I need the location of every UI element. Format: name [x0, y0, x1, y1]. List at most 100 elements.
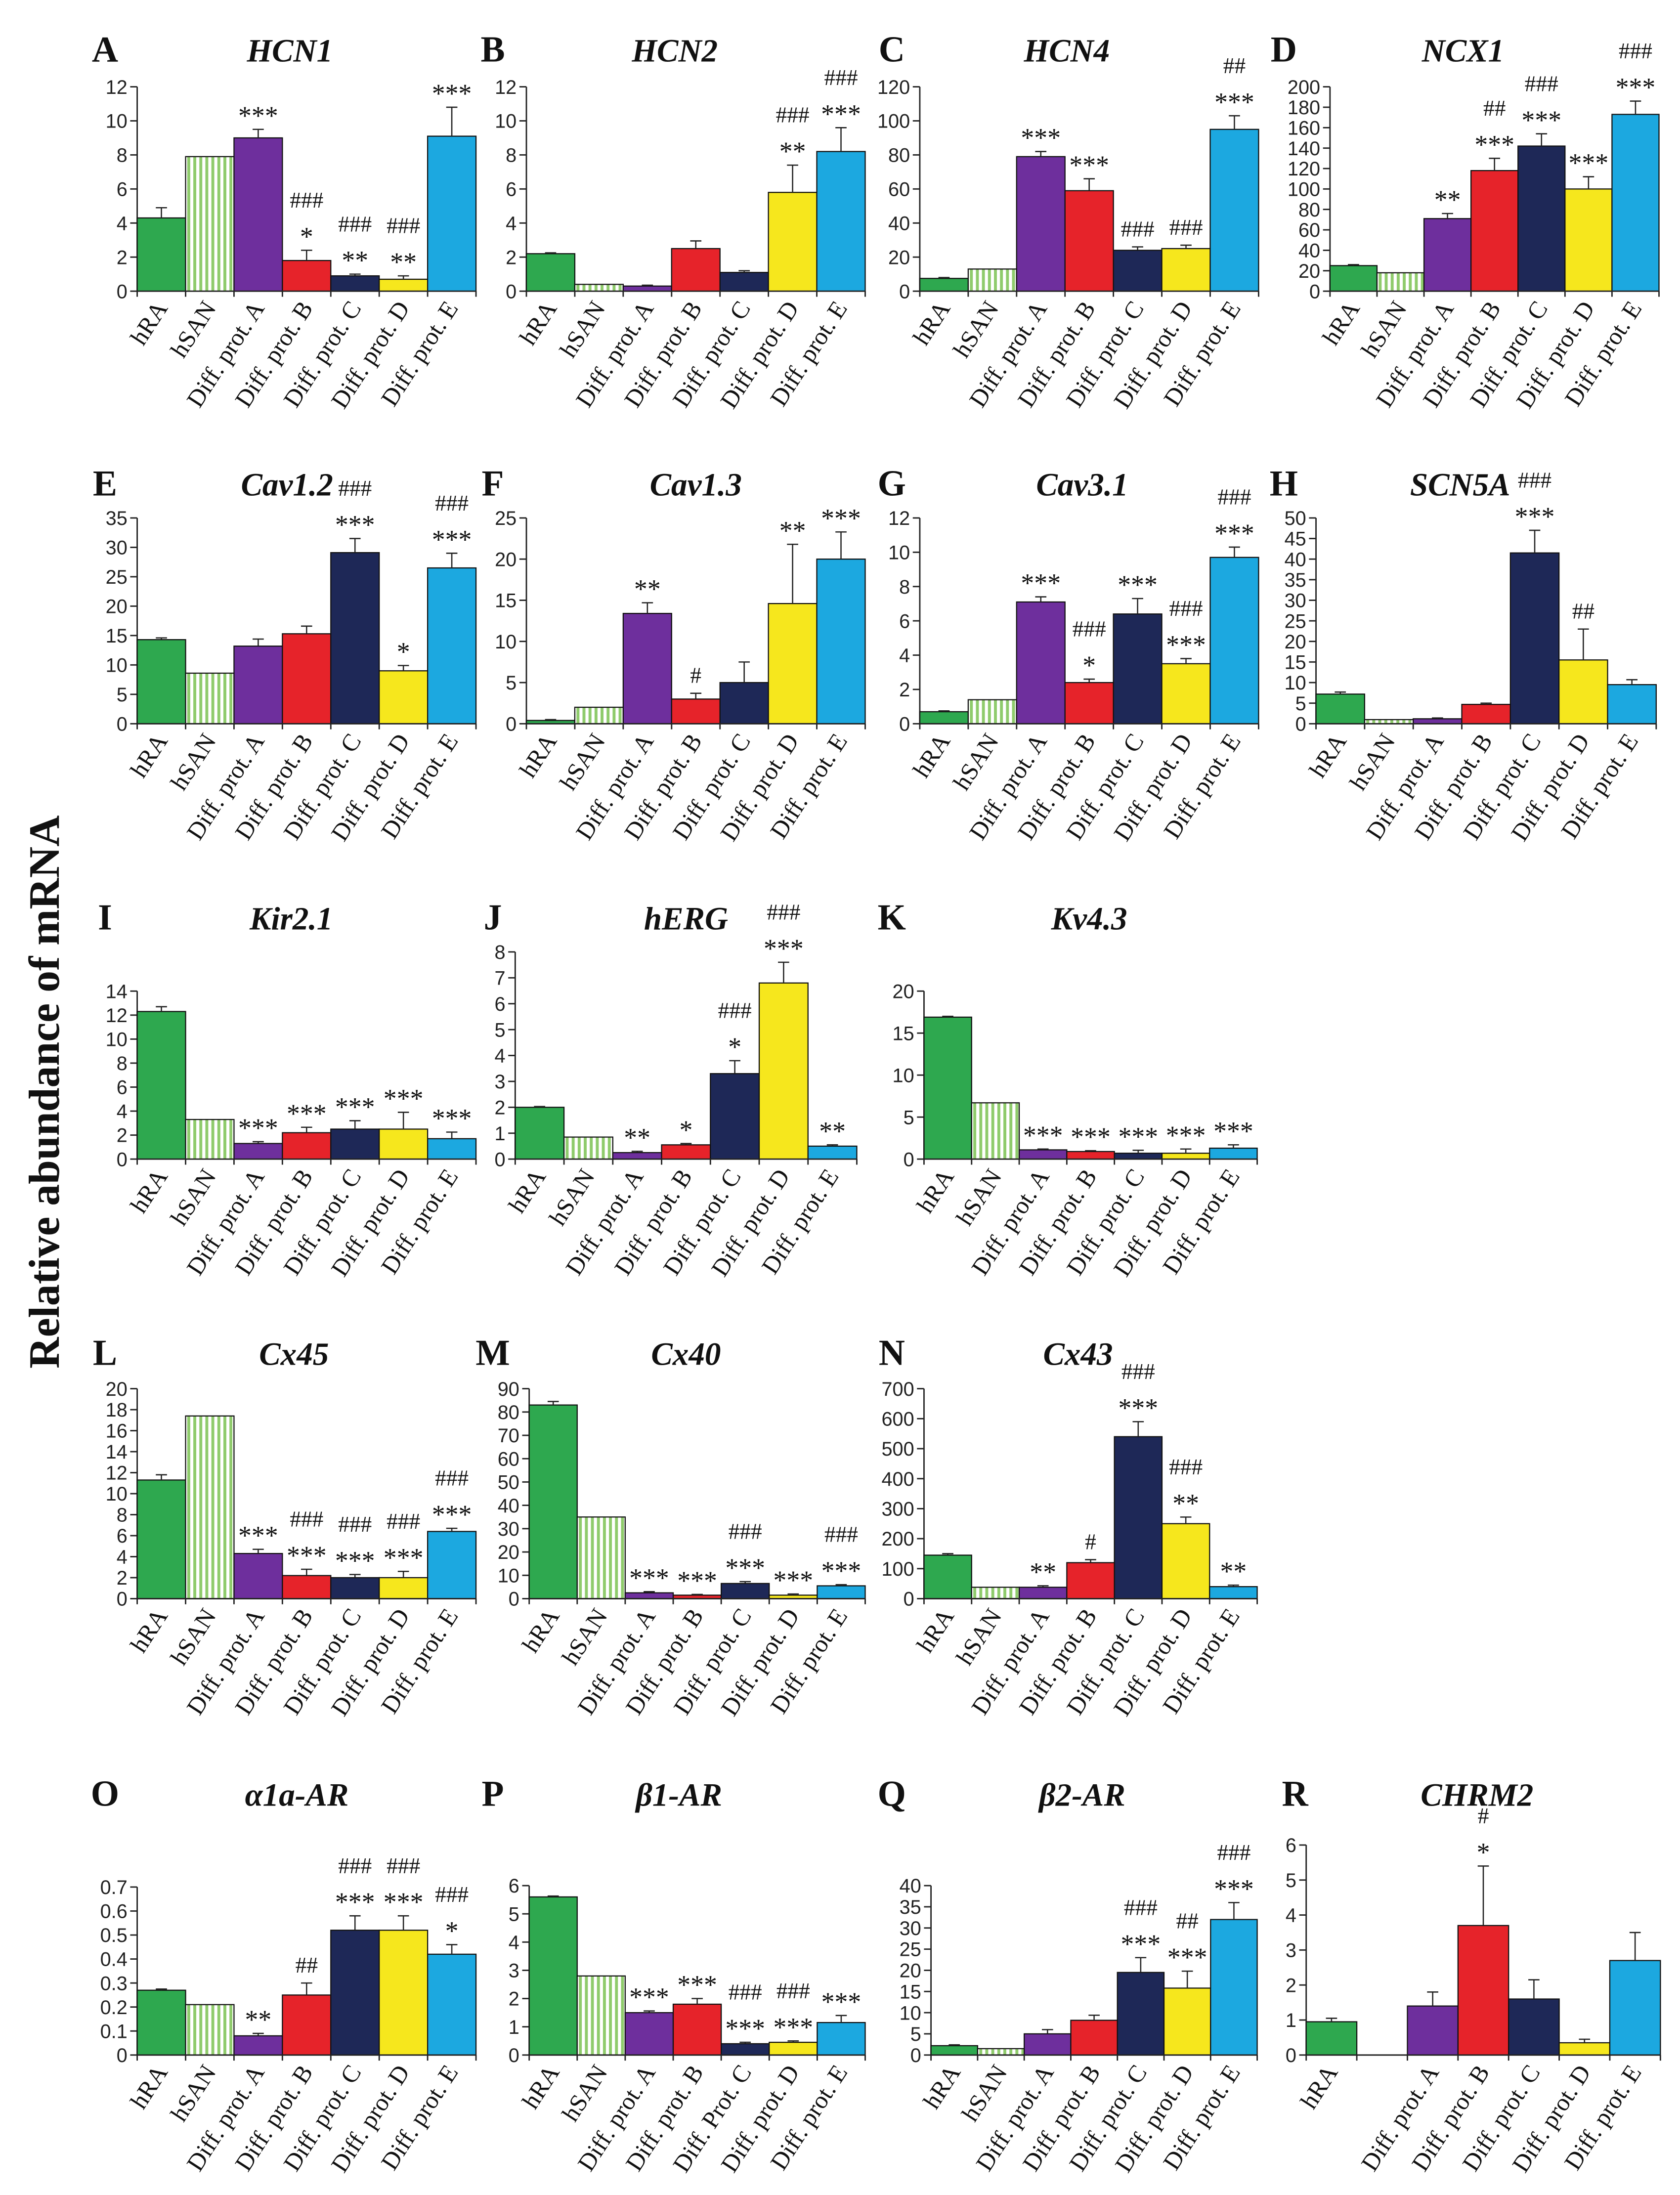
bar-k-prot-a — [1018, 1149, 1068, 1160]
bar-stripe — [193, 2004, 197, 2055]
y-tick-label: 5 — [117, 684, 128, 706]
y-tick-label: 160 — [1288, 117, 1320, 139]
y-tick-label: 700 — [881, 1378, 914, 1400]
bar-stripe — [618, 707, 622, 724]
bar-stripe — [1415, 272, 1418, 292]
significance-label: *** — [1167, 1942, 1207, 1972]
y-tick-label: 8 — [117, 1505, 128, 1526]
bar-a-hra — [136, 217, 186, 292]
significance-label: *** — [335, 1092, 375, 1122]
bar-stripe — [976, 699, 979, 724]
significance-label: ### — [729, 1980, 762, 2005]
significance-label: ### — [338, 212, 372, 236]
y-tick-label: 15 — [1285, 652, 1306, 674]
y-tick-label: 15 — [106, 625, 128, 647]
bar-b-prot-c — [719, 272, 769, 292]
bar-stripe — [997, 1587, 1000, 1599]
bar-stripe — [591, 1976, 594, 2055]
bar-stripe — [223, 673, 226, 724]
bar-b-hra — [525, 253, 576, 292]
panel-title: HCN2 — [631, 34, 718, 69]
y-tick-label: 10 — [495, 631, 517, 653]
bar-p-hra — [528, 1896, 578, 2056]
bar-stripe — [1403, 272, 1406, 292]
bar-o-prot-c — [330, 1930, 380, 2056]
y-tick-label: 600 — [881, 1408, 914, 1430]
significance-label: *** — [1118, 1393, 1158, 1422]
bar-stripe — [205, 673, 209, 724]
bar-q-prot-b — [1070, 2020, 1118, 2056]
bar-stripe — [1009, 1103, 1013, 1160]
bar-stripe — [988, 699, 991, 724]
bar-i-prot-c — [330, 1128, 380, 1160]
bar-h-hsan-fill — [1364, 719, 1414, 724]
significance-label: ** — [1030, 1557, 1056, 1587]
significance-label: # — [1085, 1529, 1096, 1554]
panel-letter: B — [480, 29, 505, 70]
y-tick-label: 200 — [1288, 77, 1320, 98]
bar-stripe — [1003, 1103, 1007, 1160]
significance-label: *** — [629, 1982, 669, 2012]
bar-a-prot-a — [233, 137, 283, 292]
y-tick-label: 3 — [1286, 1940, 1296, 1962]
bar-l-hra — [136, 1479, 186, 1599]
bar-m-prot-c — [721, 1583, 770, 1599]
y-tick-label: 1 — [1286, 2010, 1296, 2031]
y-tick-label: 0.4 — [100, 1949, 128, 1971]
bar-stripe — [1015, 1587, 1019, 1599]
y-tick-label: 2 — [899, 679, 910, 701]
bar-stripe — [576, 707, 580, 724]
bar-stripe — [582, 284, 586, 292]
panel-title: NCX1 — [1422, 34, 1504, 69]
bar-stripe — [205, 2004, 209, 2055]
significance-label: * — [1082, 650, 1096, 680]
significance-label: *** — [1118, 1121, 1158, 1151]
bar-stripe — [1009, 1587, 1013, 1599]
bar-stripe — [1006, 699, 1009, 724]
bar-c-prot-b — [1064, 190, 1114, 292]
panel-title: HCN4 — [1024, 34, 1110, 69]
y-tick-label: 90 — [498, 1378, 519, 1400]
significance-label: *** — [238, 1521, 278, 1550]
significance-label: ## — [1572, 599, 1594, 624]
panel-title: α1a-AR — [245, 1778, 349, 1813]
y-tick-label: 10 — [893, 1065, 914, 1086]
y-tick-label: 10 — [495, 111, 517, 132]
significance-label: *** — [1069, 150, 1109, 180]
bar-stripe — [193, 673, 197, 724]
significance-label: ### — [824, 65, 858, 90]
significance-label: ## — [1223, 53, 1246, 78]
bar-stripe — [187, 1119, 190, 1160]
bar-f-prot-d — [768, 603, 818, 725]
y-tick-label: 0 — [1295, 713, 1306, 735]
bar-stripe — [1396, 272, 1400, 292]
y-tick-label: 14 — [106, 981, 128, 1002]
y-tick-label: 0.5 — [100, 1925, 128, 1946]
panel-letter: A — [92, 29, 118, 70]
y-tick-label: 6 — [117, 179, 128, 201]
bar-stripe — [193, 156, 197, 292]
significance-label: ### — [767, 900, 800, 925]
bar-c-hsan-fill — [968, 269, 1017, 292]
significance-label: * — [679, 1115, 692, 1145]
significance-label: *** — [384, 1543, 424, 1572]
y-tick-label: 2 — [1286, 1975, 1296, 1996]
bar-stripe — [601, 284, 604, 292]
bar-i-prot-a — [233, 1143, 283, 1160]
panel-letter: R — [1282, 1773, 1308, 1814]
bar-o-hsan-fill — [185, 2004, 234, 2055]
bar-stripe — [1012, 699, 1015, 724]
y-tick-label: 8 — [506, 145, 517, 167]
bar-o-prot-a — [233, 2035, 283, 2056]
significance-label: *** — [335, 1546, 375, 1576]
bar-p-prot-c — [721, 2043, 770, 2056]
bar-stripe — [565, 1137, 569, 1160]
y-tick-label: 45 — [1285, 528, 1306, 550]
bar-r-hra — [1305, 2021, 1358, 2056]
significance-label: ### — [290, 188, 323, 213]
y-tick-label: 0.7 — [100, 1877, 128, 1898]
bar-stripe — [993, 269, 997, 292]
bar-g-prot-c — [1113, 613, 1163, 725]
significance-label: *** — [432, 1500, 472, 1529]
